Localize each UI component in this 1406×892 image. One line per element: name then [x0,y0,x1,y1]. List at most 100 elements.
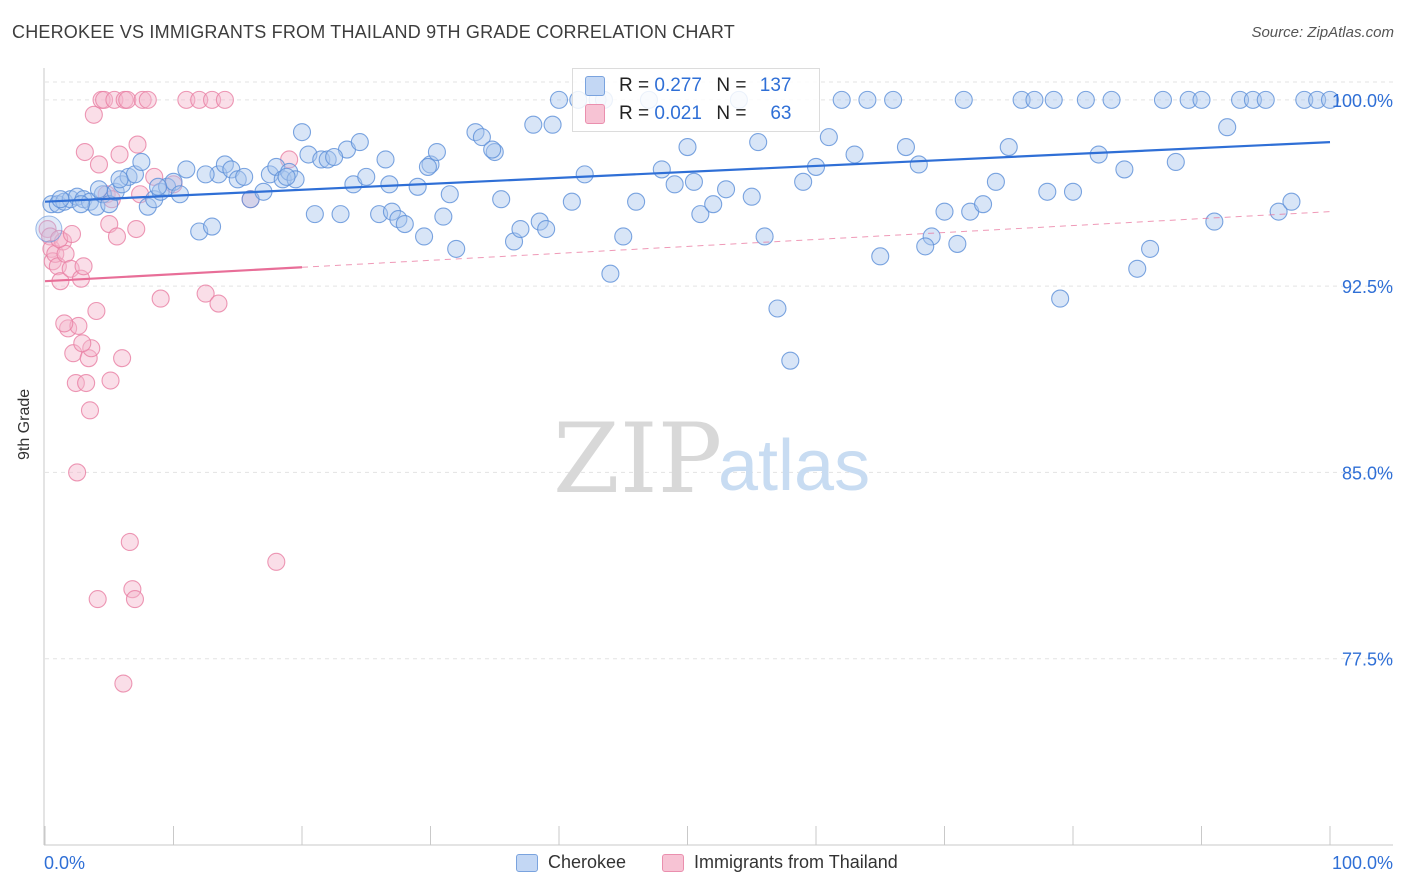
cherokee-point [1153,90,1172,109]
cherokee-point [440,185,459,204]
thailand-point [114,674,133,693]
thailand-point [127,219,146,239]
legend-item-thailand[interactable]: Immigrants from Thailand [662,852,898,873]
cherokee-point [1320,90,1340,109]
cherokee-point [999,138,1018,157]
cherokee-point [113,175,132,194]
cherokee-point [331,205,350,224]
cherokee-point [871,247,890,266]
stats-row-cherokee: R = 0.277 N = 137 [585,72,791,100]
cherokee-point [1295,90,1314,109]
cherokee-point [524,115,543,134]
axes [43,68,1393,846]
cherokee-point [549,90,569,109]
cherokee-point [138,197,157,216]
thailand-point [88,590,107,609]
cherokee-point [380,175,399,194]
y-tick-label: 77.5% [1342,650,1393,670]
thailand-point [38,219,57,239]
thailand-points [38,90,299,693]
cherokee-point [35,215,63,243]
cherokee-point [382,202,402,221]
r-label: R = [619,103,650,124]
cherokee-trend-line [44,140,1331,203]
cherokee-n-value: 137 [759,75,792,96]
thailand-trend-line-dashed [301,211,1331,268]
cherokee-point [1063,182,1083,201]
y-tick-label: 100.0% [1332,91,1393,111]
cherokee-point [472,128,491,147]
cherokee-point [1051,289,1070,308]
thailand-point [77,373,96,393]
cherokee-point [1192,90,1211,109]
thailand-point [209,294,228,313]
cherokee-point [749,133,768,152]
thailand-point [62,224,82,244]
cherokee-point [305,205,324,224]
cherokee-point [325,147,344,167]
cherokee-point [935,202,954,221]
cherokee-point [203,217,222,236]
thailand-swatch [585,104,605,124]
cherokee-point [408,177,427,196]
watermark-zip: ZIP [553,403,722,515]
thailand-point [118,90,137,109]
thailand-point [105,90,124,109]
watermark: ZIP atlas [553,403,870,515]
thailand-legend-swatch [662,853,684,872]
thailand-point [75,142,94,162]
cherokee-point [832,90,851,109]
r-label: R = [619,75,650,96]
cherokee-point [537,219,556,239]
cherokee-point [1269,202,1288,221]
n-label: N = [716,75,747,96]
cherokee-point [781,351,800,370]
thailand-point [133,90,152,109]
cherokee-point [196,165,215,184]
cherokee-point [704,195,723,214]
cherokee-point [575,165,594,184]
cherokee-point [277,167,296,186]
thailand-point [89,155,109,174]
cherokee-point [376,150,395,169]
thailand-point [95,90,114,109]
cherokee-point [350,133,369,152]
cherokee-point [1166,152,1185,172]
thailand-point [80,401,100,420]
cherokee-point [235,167,254,186]
cherokee-point [691,205,710,224]
cherokee-points [35,90,1340,370]
cherokee-point [357,167,376,186]
cherokee-point [665,175,684,194]
thailand-point [73,334,92,353]
cherokee-point [1205,212,1224,231]
y-tick-label: 85.0% [1342,463,1393,483]
cherokee-point [1102,90,1121,109]
cherokee-point [973,195,993,214]
cherokee-point [755,227,774,246]
thailand-point [74,257,93,276]
cherokee-point [418,157,437,176]
cherokee-point [543,115,562,134]
thailand-point [177,90,196,109]
thailand-point [82,339,101,358]
cherokee-point [280,162,299,181]
thailand-point [110,145,129,164]
cherokee-point [427,142,446,162]
y-tick-label: 92.5% [1342,277,1393,297]
cherokee-point [1038,182,1057,201]
thailand-point [87,301,106,321]
thailand-point [128,135,147,154]
cherokee-point [684,172,703,191]
cherokee-point [110,170,129,189]
x-tick-label: 100.0% [1332,853,1393,873]
thailand-trend-line-solid [44,266,303,283]
n-label: N = [716,103,747,124]
legend-item-cherokee[interactable]: Cherokee [516,852,626,873]
cherokee-point [986,172,1005,191]
cherokee-point [1128,259,1147,278]
thailand-point [267,552,286,571]
cherokee-legend-swatch [516,853,538,872]
cherokee-point [1089,145,1108,164]
